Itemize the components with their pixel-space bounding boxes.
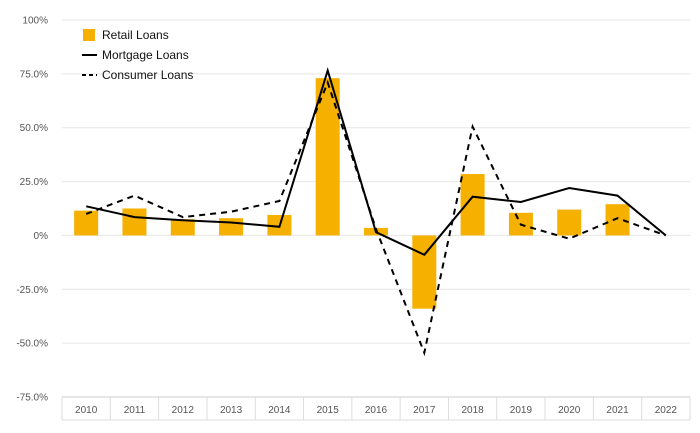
bar [170, 219, 195, 236]
legend: Retail Loans Mortgage Loans Consumer Loans [82, 28, 193, 82]
legend-label: Consumer Loans [102, 68, 193, 82]
x-tick-label: 2014 [268, 405, 291, 416]
bar [557, 209, 582, 236]
y-tick-label: 100% [22, 16, 48, 27]
y-tick-label: -75.0% [16, 393, 48, 404]
legend-label: Retail Loans [102, 28, 169, 42]
x-tick-label: 2020 [558, 405, 581, 416]
legend-label: Mortgage Loans [102, 48, 189, 62]
bar [460, 174, 485, 236]
y-tick-label: 25.0% [20, 177, 48, 188]
x-tick-label: 2018 [461, 405, 484, 416]
line-consumer-loans [85, 79, 667, 357]
legend-swatch-bar [83, 29, 95, 41]
x-axis: 2010 2011 2012 2013 2014 2015 2016 2017 2018 2019… [61, 396, 691, 421]
bar [219, 218, 244, 236]
bar [605, 204, 630, 236]
line-series [85, 67, 667, 357]
x-tick-label: 2011 [124, 405, 146, 416]
y-tick-label: 75.0% [20, 69, 48, 80]
bar-series [74, 78, 630, 309]
x-tick-label: 2021 [606, 405, 629, 416]
x-tick-label: 2015 [317, 405, 340, 416]
y-axis-ticks: 100% 75.0% 50.0% 25.0% 0% -25.0% -50.0% -75.0% [16, 16, 48, 404]
x-tick-label: 2013 [220, 405, 243, 416]
bar [412, 235, 437, 309]
gridlines [62, 19, 690, 398]
x-tick-label: 2022 [655, 405, 678, 416]
x-tick-label: 2010 [75, 405, 98, 416]
x-tick-label: 2017 [413, 405, 436, 416]
bar [74, 210, 99, 236]
x-tick-label: 2016 [365, 405, 388, 416]
bar [122, 208, 147, 236]
x-tick-label: 2019 [510, 405, 533, 416]
y-tick-label: -25.0% [16, 285, 48, 296]
y-tick-label: 50.0% [20, 123, 48, 134]
line-mortgage-loans [85, 67, 667, 257]
x-tick-label: 2012 [172, 405, 195, 416]
y-tick-label: -50.0% [16, 339, 48, 350]
y-tick-label: 0% [34, 231, 49, 242]
